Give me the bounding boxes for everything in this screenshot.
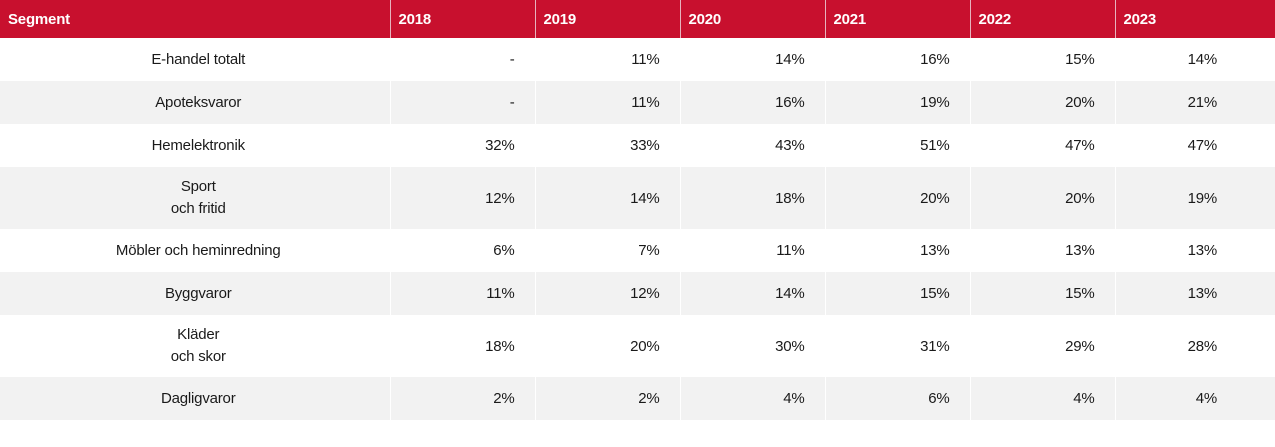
value-cell-2021: 51%	[824, 124, 970, 167]
table-row: Kläder och skor 18% 20% 30% 31% 29% 28%	[0, 315, 1275, 377]
value-cell-2023: 47%	[1114, 124, 1275, 167]
table-row: Möbler och heminredning 6% 7% 11% 13% 13% 13%	[0, 229, 1275, 272]
segment-label: och skor	[170, 348, 226, 365]
value-cell-2023: 4%	[1114, 377, 1275, 420]
table-row: E-handel totalt -11% 14% 16% 15% 14%	[0, 38, 1275, 81]
value-cell-2020: 16%	[679, 81, 825, 124]
segment-label: Byggvaror	[164, 284, 232, 302]
value-cell-2021: 13%	[824, 229, 970, 272]
segment-cell: Kläder och skor	[0, 315, 390, 377]
value-cell-2018: -	[389, 38, 535, 81]
value-cell-2020: 30%	[679, 315, 825, 377]
value-cell-2020: 4%	[679, 377, 825, 420]
segment-label: Apoteksvaror	[155, 93, 242, 111]
segment-label: Möbler och heminredning	[115, 241, 281, 259]
segment-label: och fritid	[170, 200, 226, 217]
value-cell-2019: 2%	[534, 377, 680, 420]
segment-cell: Apoteksvaror	[0, 81, 390, 124]
value-cell-2023: 28%	[1114, 315, 1275, 377]
value-cell-2023: 13%	[1114, 229, 1275, 272]
header-row: Segment 2018 2019 2020 2021 2022 2023	[0, 0, 1275, 38]
value-cell-2023: 19%	[1114, 167, 1275, 229]
segment-cell: Hemelektronik	[0, 124, 390, 167]
segment-cell: Möbler och heminredning	[0, 229, 390, 272]
segment-cell: E-handel totalt	[0, 38, 390, 81]
column-header-2021: 2021	[824, 0, 970, 38]
value-cell-2018: 32%	[389, 124, 535, 167]
segment-label: Hemelektronik	[151, 136, 245, 154]
value-cell-2022: 20%	[969, 81, 1115, 124]
table-row: Hemelektronik 32% 33% 43% 51% 47% 47%	[0, 124, 1275, 167]
table-row: Apoteksvaror -11% 16% 19% 20% 21%	[0, 81, 1275, 124]
value-cell-2021: 16%	[824, 38, 970, 81]
value-cell-2019: 12%	[534, 272, 680, 315]
value-cell-2021: 15%	[824, 272, 970, 315]
value-cell-2021: 31%	[824, 315, 970, 377]
column-header-2023: 2023	[1114, 0, 1275, 38]
value-cell-2022: 15%	[969, 38, 1115, 81]
column-header-2019: 2019	[534, 0, 680, 38]
value-cell-2022: 47%	[969, 124, 1115, 167]
column-header-segment: Segment	[8, 10, 70, 28]
value-cell-2023: 21%	[1114, 81, 1275, 124]
value-cell-2021: 19%	[824, 81, 970, 124]
value-cell-2019: 14%	[534, 167, 680, 229]
value-cell-2018: 2%	[389, 377, 535, 420]
value-cell-2022: 4%	[969, 377, 1115, 420]
value-cell-2022: 29%	[969, 315, 1115, 377]
value-cell-2020: 11%	[679, 229, 825, 272]
segment-label: E-handel totalt	[151, 50, 246, 68]
column-header-2018: 2018	[389, 0, 535, 38]
value-cell-2019: 33%	[534, 124, 680, 167]
table-row: Dagligvaror 2% 2% 4% 6% 4% 4%	[0, 377, 1275, 420]
value-cell-2018: 6%	[389, 229, 535, 272]
value-cell-2020: 14%	[679, 272, 825, 315]
value-cell-2018: 12%	[389, 167, 535, 229]
value-cell-2021: 6%	[824, 377, 970, 420]
value-cell-2022: 20%	[969, 167, 1115, 229]
value-cell-2021: 20%	[824, 167, 970, 229]
table-row: Sport och fritid 12% 14% 18% 20% 20% 19%	[0, 167, 1275, 229]
value-cell-2019: 11%	[534, 81, 680, 124]
column-header-2022: 2022	[969, 0, 1115, 38]
value-cell-2020: 14%	[679, 38, 825, 81]
segment-label: Dagligvaror	[161, 389, 236, 407]
value-cell-2020: 43%	[679, 124, 825, 167]
segment-cell: Byggvaror	[0, 272, 390, 315]
segment-label: Sport	[180, 178, 216, 195]
segment-label: Kläder	[177, 326, 220, 343]
value-cell-2022: 13%	[969, 229, 1115, 272]
segment-share-table: Segment 2018 2019 2020 2021 2022 2023 E-…	[0, 0, 1275, 420]
value-cell-2018: -	[389, 81, 535, 124]
value-cell-2019: 20%	[534, 315, 680, 377]
value-cell-2019: 11%	[534, 38, 680, 81]
value-cell-2022: 15%	[969, 272, 1115, 315]
value-cell-2023: 13%	[1114, 272, 1275, 315]
segment-cell: Sport och fritid	[0, 167, 390, 229]
table-header: Segment 2018 2019 2020 2021 2022 2023	[0, 0, 1275, 38]
value-cell-2018: 11%	[389, 272, 535, 315]
value-cell-2018: 18%	[389, 315, 535, 377]
table-row: Byggvaror 11% 12% 14% 15% 15% 13%	[0, 272, 1275, 315]
segment-cell: Dagligvaror	[0, 377, 390, 420]
table-body: E-handel totalt -11% 14% 16% 15% 14% Apoteksva…	[0, 38, 1275, 420]
value-cell-2020: 18%	[679, 167, 825, 229]
value-cell-2019: 7%	[534, 229, 680, 272]
value-cell-2023: 14%	[1114, 38, 1275, 81]
column-header-2020: 2020	[679, 0, 825, 38]
